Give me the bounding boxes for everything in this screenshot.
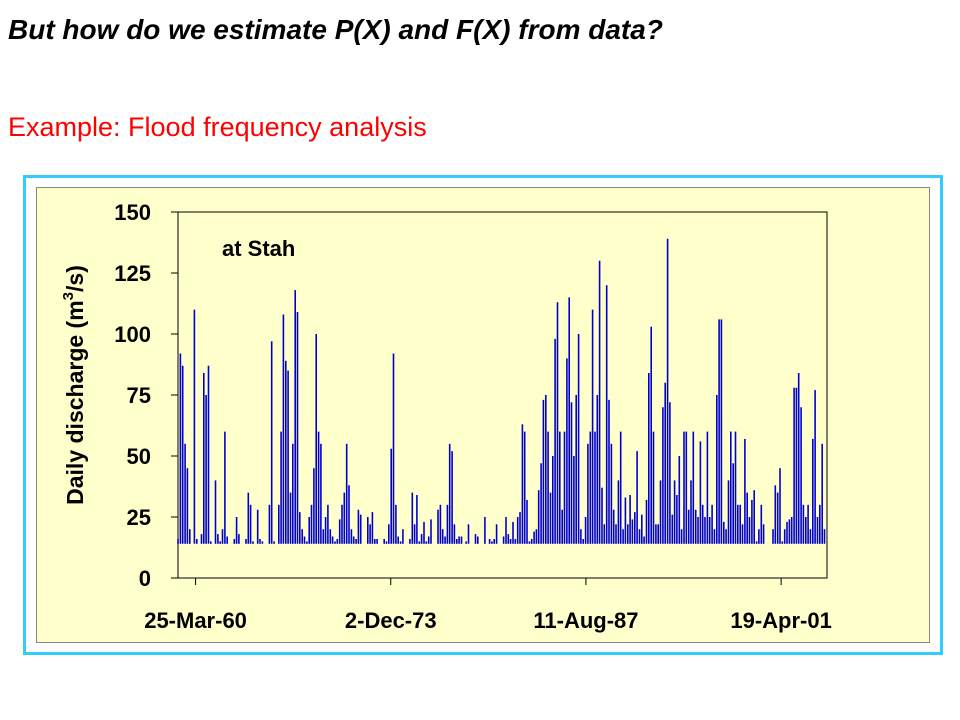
x-tick-label: 11-Aug-87 — [533, 608, 638, 633]
x-tick-label: 19-Apr-01 — [730, 608, 831, 633]
y-tick-label: 125 — [114, 261, 151, 286]
discharge-series — [177, 238, 826, 544]
y-tick-label: 25 — [127, 505, 151, 530]
slide-title: But how do we estimate P(X) and F(X) fro… — [8, 14, 663, 45]
x-tick-label: 2-Dec-73 — [345, 608, 437, 633]
y-axis-label-main: Daily discharge (m — [62, 300, 88, 505]
y-axis: 0 25 50 75 100 125 150 — [114, 200, 178, 591]
y-tick-label: 50 — [127, 444, 151, 469]
y-axis-label: Daily discharge (m3/s) — [60, 265, 88, 505]
y-tick-label: 100 — [114, 322, 151, 347]
x-axis: 25-Mar-60 2-Dec-73 11-Aug-87 19-Apr-01 — [144, 578, 832, 633]
chart-area — [36, 187, 930, 643]
y-axis-label-sup: 3 — [60, 292, 77, 300]
y-axis-label-end: /s) — [62, 265, 88, 292]
slide-subtitle: Example: Flood frequency analysis — [8, 112, 427, 142]
x-tick-label: 25-Mar-60 — [144, 608, 247, 633]
y-tick-label: 0 — [139, 566, 151, 591]
plot-annotation: at Stah — [222, 236, 295, 261]
y-tick-label: 150 — [114, 200, 151, 225]
plot-area — [177, 211, 828, 579]
chart-frame — [23, 175, 943, 655]
y-tick-label: 75 — [127, 383, 151, 408]
